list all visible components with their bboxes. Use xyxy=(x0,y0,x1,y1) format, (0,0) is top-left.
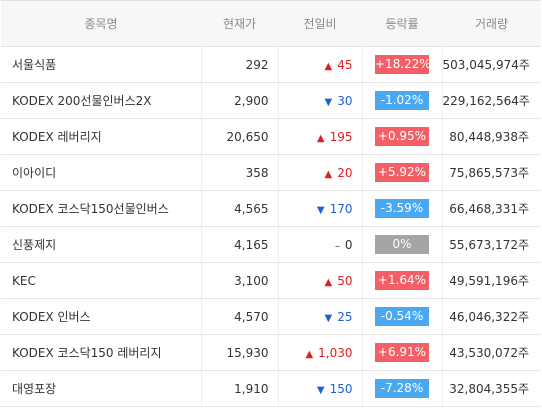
table-row[interactable]: KODEX 코스닥150 레버리지 15,930 ▲ 1,030 +6.91% 43,53… xyxy=(1,334,541,371)
change-value: 0 xyxy=(344,237,353,252)
price-change: ▲ 20 xyxy=(278,154,363,191)
table-row[interactable]: 이아이디 358 ▲ 20 +5.92% 75,865,573주 xyxy=(1,154,541,191)
price-change: ▲ 45 xyxy=(278,46,363,83)
change-rate-cell: -3.59% xyxy=(362,190,443,227)
change-rate-cell: +18.22% xyxy=(362,46,443,83)
stock-name[interactable]: KODEX 코스닥150 레버리지 xyxy=(1,334,202,371)
trade-volume: 46,046,322주 xyxy=(442,298,541,335)
change-rate-badge: -0.54% xyxy=(375,307,429,326)
change-arrow-icon: ▲ xyxy=(324,60,333,72)
change-value: 25 xyxy=(337,309,353,324)
change-rate-badge: -3.59% xyxy=(375,199,429,218)
stock-name[interactable]: 신풍제지 xyxy=(1,226,202,263)
current-price: 2,900 xyxy=(201,82,279,119)
change-rate-cell: +5.92% xyxy=(362,154,443,191)
price-change: ▼ 150 xyxy=(278,370,363,407)
change-value: 30 xyxy=(337,93,353,108)
change-arrow-icon: – xyxy=(334,240,340,252)
stock-name[interactable]: KODEX 코스닥150선물인버스 xyxy=(1,190,202,227)
change-value: 1,030 xyxy=(318,345,353,360)
change-rate-badge: +5.92% xyxy=(375,163,429,182)
change-rate-badge: 0% xyxy=(375,235,429,254)
change-rate-cell: +1.64% xyxy=(362,262,443,299)
current-price: 15,930 xyxy=(201,334,279,371)
change-rate-badge: -1.02% xyxy=(375,91,429,110)
change-arrow-icon: ▼ xyxy=(316,204,325,216)
header-name: 종목명 xyxy=(1,0,201,47)
trade-volume: 66,468,331주 xyxy=(442,190,541,227)
price-change: ▼ 170 xyxy=(278,190,363,227)
table-row[interactable]: 대영포장 1,910 ▼ 150 -7.28% 32,804,355주 xyxy=(1,370,541,407)
current-price: 4,570 xyxy=(201,298,279,335)
change-arrow-icon: ▲ xyxy=(324,276,333,288)
current-price: 4,165 xyxy=(201,226,279,263)
stock-name[interactable]: KODEX 레버리지 xyxy=(1,118,202,155)
change-rate-cell: -1.02% xyxy=(362,82,443,119)
trade-volume: 43,530,072주 xyxy=(442,334,541,371)
change-value: 50 xyxy=(337,273,353,288)
trade-volume: 32,804,355주 xyxy=(442,370,541,407)
header-rate: 등락률 xyxy=(362,0,442,47)
change-value: 20 xyxy=(337,165,353,180)
change-arrow-icon: ▼ xyxy=(316,384,325,396)
change-rate-badge: +6.91% xyxy=(375,343,429,362)
change-value: 170 xyxy=(329,201,353,216)
current-price: 1,910 xyxy=(201,370,279,407)
header-change: 전일비 xyxy=(278,0,362,47)
change-rate-badge: +1.64% xyxy=(375,271,429,290)
price-change: ▲ 1,030 xyxy=(278,334,363,371)
table-row[interactable]: 신풍제지 4,165–0 0% 55,673,172주 xyxy=(1,226,541,263)
change-value: 45 xyxy=(337,57,353,72)
current-price: 3,100 xyxy=(201,262,279,299)
current-price: 20,650 xyxy=(201,118,279,155)
stock-name[interactable]: 서울식품 xyxy=(1,46,202,83)
trade-volume: 503,045,974주 xyxy=(442,46,541,83)
trade-volume: 229,162,564주 xyxy=(442,82,541,119)
current-price: 4,565 xyxy=(201,190,279,227)
table-row[interactable]: KODEX 레버리지 20,650 ▲ 195 +0.95% 80,448,938주 xyxy=(1,118,541,155)
table-row[interactable]: KODEX 200선물인버스2X 2,900 ▼ 30 -1.02% 229,162,56… xyxy=(1,82,541,119)
change-rate-cell: -0.54% xyxy=(362,298,443,335)
stock-name[interactable]: KEC xyxy=(1,262,202,299)
header-volume: 거래량 xyxy=(442,0,541,47)
table-row[interactable]: KEC 3,100 ▲ 50 +1.64% 49,591,196주 xyxy=(1,262,541,299)
trade-volume: 49,591,196주 xyxy=(442,262,541,299)
price-change: ▲ 50 xyxy=(278,262,363,299)
table-row[interactable]: KODEX 코스닥150선물인버스 4,565 ▼ 170 -3.59% 66,468,3… xyxy=(1,190,541,227)
change-rate-badge: +18.22% xyxy=(375,55,431,74)
current-price: 292 xyxy=(201,46,279,83)
change-rate-cell: +0.95% xyxy=(362,118,443,155)
stock-name[interactable]: 대영포장 xyxy=(1,370,202,407)
change-rate-cell: +6.91% xyxy=(362,334,443,371)
stock-name[interactable]: 이아이디 xyxy=(1,154,202,191)
change-arrow-icon: ▼ xyxy=(324,312,333,324)
price-change: ▼ 30 xyxy=(278,82,363,119)
change-arrow-icon: ▼ xyxy=(324,96,333,108)
trade-volume: 55,673,172주 xyxy=(442,226,541,263)
table-header-row: 종목명 현재가 전일비 등락률 거래량 xyxy=(1,0,541,47)
price-change: ▼ 25 xyxy=(278,298,363,335)
change-value: 195 xyxy=(329,129,353,144)
change-arrow-icon: ▲ xyxy=(305,348,314,360)
stock-name[interactable]: KODEX 200선물인버스2X xyxy=(1,82,202,119)
trade-volume: 80,448,938주 xyxy=(442,118,541,155)
header-price: 현재가 xyxy=(201,0,278,47)
stock-name[interactable]: KODEX 인버스 xyxy=(1,298,202,335)
change-rate-badge: -7.28% xyxy=(375,379,429,398)
current-price: 358 xyxy=(201,154,279,191)
trade-volume: 75,865,573주 xyxy=(442,154,541,191)
change-arrow-icon: ▲ xyxy=(316,132,325,144)
table-row[interactable]: 서울식품 292 ▲ 45 +18.22% 503,045,974주 xyxy=(1,46,541,83)
price-change: –0 xyxy=(278,226,363,263)
change-value: 150 xyxy=(329,381,353,396)
change-arrow-icon: ▲ xyxy=(324,168,333,180)
price-change: ▲ 195 xyxy=(278,118,363,155)
table-row[interactable]: KODEX 인버스 4,570 ▼ 25 -0.54% 46,046,322주 xyxy=(1,298,541,335)
change-rate-cell: -7.28% xyxy=(362,370,443,407)
change-rate-badge: +0.95% xyxy=(375,127,429,146)
change-rate-cell: 0% xyxy=(362,226,443,263)
